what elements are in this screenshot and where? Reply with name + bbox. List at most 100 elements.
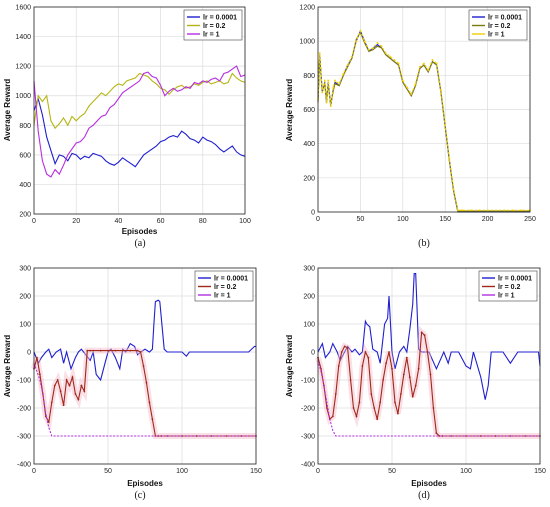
y-tick-label: 400 (303, 141, 315, 148)
series-point (478, 209, 481, 212)
legend-label: lr = 0.0001 (214, 276, 248, 283)
series-point (327, 79, 330, 82)
series-point (429, 373, 432, 376)
series-point (441, 435, 444, 437)
series-point (136, 349, 139, 352)
series-point (420, 331, 423, 334)
series-point (329, 105, 332, 107)
series-point (361, 365, 364, 367)
series-point (121, 349, 124, 352)
series-point (435, 432, 438, 435)
series-point (406, 86, 408, 89)
series-line-2 (317, 31, 530, 212)
series-point (39, 373, 41, 376)
y-tick-label: 400 (19, 182, 31, 189)
y-tick-label: 200 (19, 212, 31, 219)
series-point (401, 79, 404, 82)
series-line-1 (33, 96, 246, 168)
series-point (346, 346, 349, 349)
series-point (129, 349, 132, 352)
series-point (342, 72, 345, 75)
series-point (364, 351, 367, 353)
series-point (114, 349, 117, 352)
x-tick-label: 50 (104, 468, 112, 475)
series-point (444, 123, 447, 126)
y-tick-label: 300 (303, 266, 315, 273)
series-point (340, 351, 343, 353)
axes-frame (33, 267, 257, 465)
y-tick-label: -400 (17, 462, 31, 469)
series-point (370, 393, 373, 395)
legend-label: lr = 0.0001 (498, 276, 532, 283)
series-point (346, 64, 349, 66)
y-tick-label: 800 (303, 73, 315, 80)
series-point (332, 86, 335, 89)
series-point (391, 367, 393, 370)
series-point (343, 345, 346, 348)
series-point (151, 418, 154, 421)
series-point (50, 401, 53, 404)
x-axis-label: Episodes (411, 479, 447, 488)
series-point (512, 209, 514, 212)
series-point (382, 379, 385, 381)
x-tick-label: 250 (524, 216, 536, 223)
axes-frame (33, 6, 246, 215)
series-point (373, 407, 376, 409)
y-tick-label: 600 (19, 152, 31, 159)
series-line-2 (33, 72, 246, 130)
legend-label: lr = 0.2 (498, 284, 520, 291)
series-point (418, 65, 421, 68)
y-tick-label: -200 (17, 406, 31, 413)
series-point (432, 407, 435, 409)
y-tick-label: 1400 (15, 34, 31, 41)
series-point (393, 59, 396, 61)
series-point (47, 421, 50, 423)
series-point (139, 351, 142, 353)
series-point (440, 89, 442, 92)
series-point (363, 40, 366, 43)
series-point (71, 376, 74, 379)
panel-caption: (b) (418, 238, 430, 249)
series-point (461, 209, 464, 212)
y-tick-label: 1000 (15, 93, 31, 100)
y-tick-label: 1000 (299, 39, 315, 46)
x-axis-label: Episodes (127, 479, 163, 488)
series-line-1 (33, 299, 256, 382)
y-tick-label: 200 (303, 175, 315, 182)
series-point (68, 384, 71, 387)
series-point (417, 367, 420, 370)
y-tick-label: -100 (301, 378, 315, 385)
panel-caption: (d) (418, 490, 430, 501)
legend-label: lr = 1 (488, 32, 505, 39)
series-point (355, 40, 358, 43)
y-tick-label: 1200 (15, 64, 31, 71)
x-tick-label: 100 (239, 218, 251, 225)
series-point (367, 48, 370, 51)
x-tick-label: 100 (397, 216, 409, 223)
series-point (438, 435, 441, 437)
series-point (469, 209, 472, 212)
legend-label: lr = 0.2 (488, 23, 510, 30)
series-point (80, 384, 83, 387)
series-point (388, 351, 390, 353)
series-point (334, 79, 336, 82)
series-point (376, 418, 379, 421)
chart-panel-3: 0 50 100 150 -400 -300 -200 -100 0 100 200 300 lr = … (3, 266, 262, 502)
series-point (56, 379, 59, 381)
series-point (380, 45, 383, 48)
y-tick-label: 0 (311, 350, 315, 357)
series-point (410, 93, 413, 96)
series-point (411, 395, 414, 398)
axes-frame (317, 267, 541, 465)
series-point (452, 188, 455, 191)
series-point (83, 390, 86, 393)
legend-label: lr = 0.2 (203, 23, 225, 30)
series-point (359, 30, 362, 32)
series-point (520, 209, 523, 212)
series-point (338, 82, 341, 85)
series-point (89, 349, 92, 352)
x-tick-label: 150 (250, 468, 262, 475)
series-point (160, 435, 163, 437)
x-tick-label: 150 (534, 468, 546, 475)
